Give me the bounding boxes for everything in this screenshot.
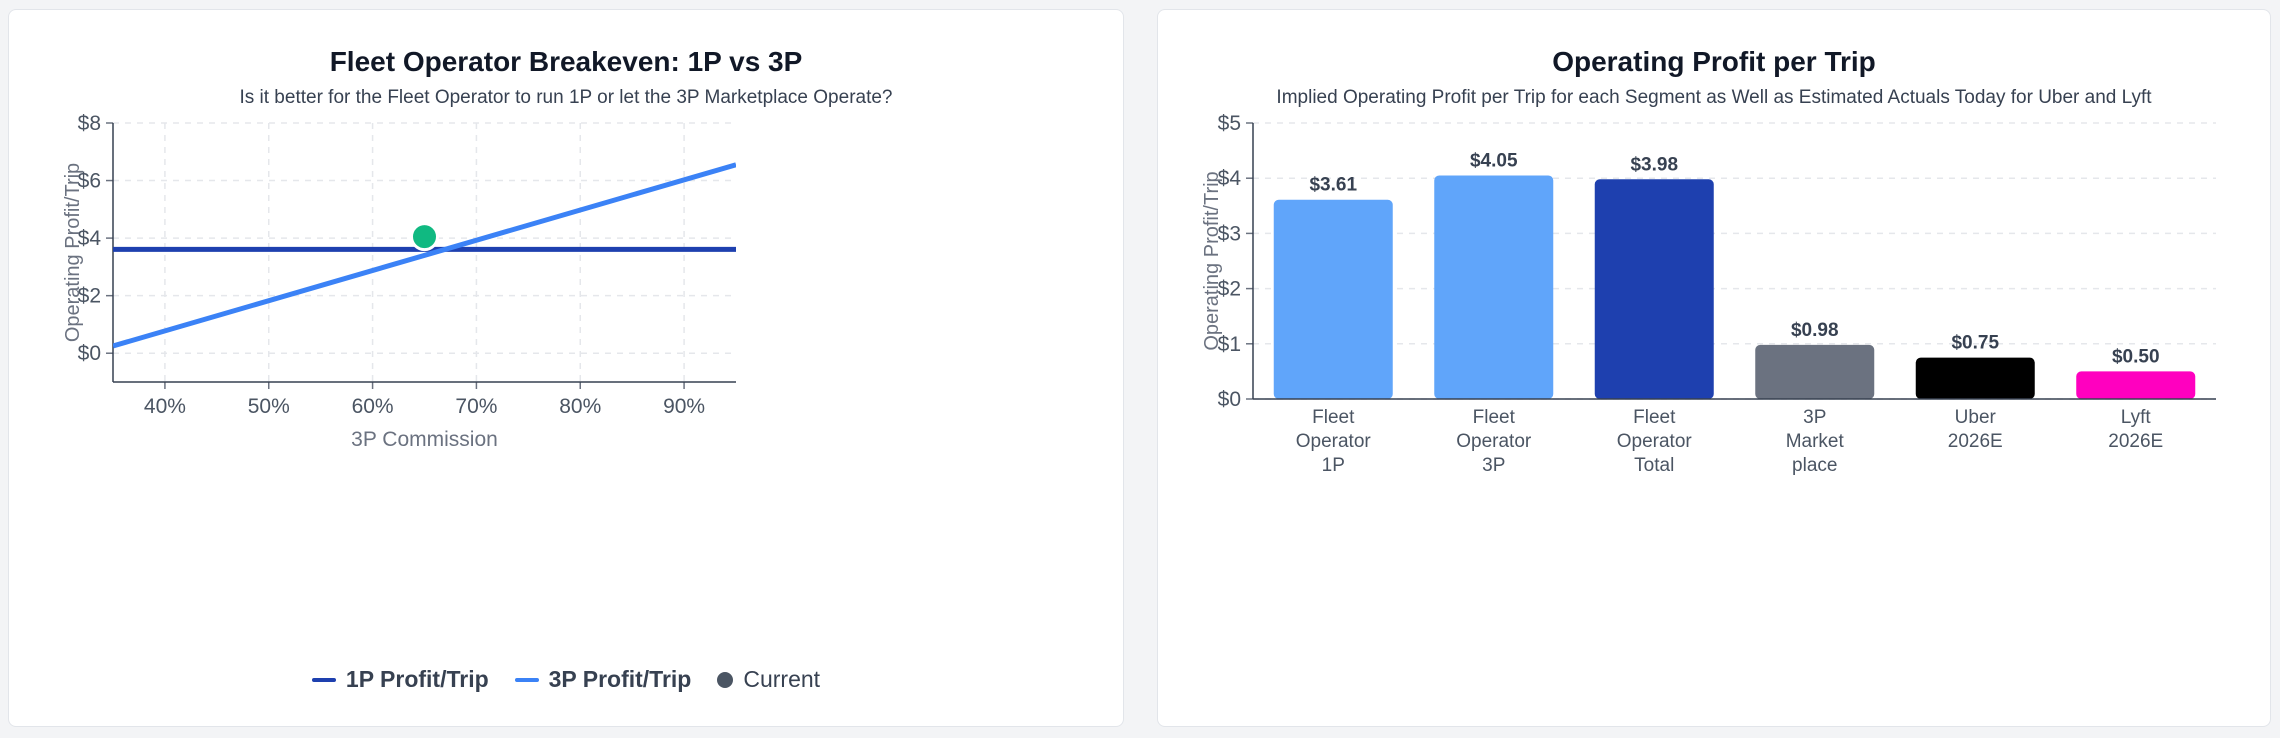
bar-value-label: $0.50 xyxy=(2112,346,2160,367)
legend-swatch-1p xyxy=(311,677,336,682)
category-label: Fleet Operator 1P xyxy=(1296,407,1372,476)
bar xyxy=(1915,357,2035,399)
current-point-marker xyxy=(410,222,439,252)
category-label: Fleet Operator 3P xyxy=(1456,407,1532,476)
y-tick-label: $8 xyxy=(78,112,101,135)
operating-profit-bar-chart: $0 $1 $2 $3 $4 $5 $3.61 Fleet Operator 1P $4.05 Fle… xyxy=(1201,112,2216,476)
x-tick-label: 90% xyxy=(663,395,705,418)
legend-item-3p[interactable]: 3P Profit/Trip xyxy=(514,666,692,693)
bar xyxy=(2076,371,2196,399)
x-tick-label: 50% xyxy=(248,395,290,418)
bar-value-label: $3.61 xyxy=(1309,175,1357,196)
y-tick-label: $2 xyxy=(78,285,101,308)
y-tick-label: $1 xyxy=(1218,333,1241,356)
breakeven-chart-title: Fleet Operator Breakeven: 1P vs 3P xyxy=(329,46,803,77)
category-label: Lyft 2026E xyxy=(2108,407,2163,452)
bar-value-label: $0.75 xyxy=(1951,333,1999,354)
bar xyxy=(1594,179,1714,399)
y-axis-label: Operating Profit/Trip xyxy=(1201,171,1223,350)
y-tick-label: $4 xyxy=(1218,167,1242,190)
y-tick-label: $0 xyxy=(78,342,101,365)
y-tick-label: $6 xyxy=(78,170,101,193)
y-tick-label: $2 xyxy=(1218,278,1241,301)
profit-bar-chart-panel: Operating Profit per Trip Implied Operat… xyxy=(1157,9,2271,727)
breakeven-line-chart: 40% 50% 60% 70% 80% 90% $0 $2 $4 $6 $8 Operating Pr… xyxy=(62,112,736,451)
category-label: Uber 2026E xyxy=(1948,407,2003,452)
bar-value-label: $4.05 xyxy=(1470,150,1518,171)
legend-label-3p: 3P Profit/Trip xyxy=(548,666,692,692)
x-tick-label: 60% xyxy=(352,395,394,418)
x-axis-label: 3P Commission xyxy=(351,428,498,451)
x-tick-label: 40% xyxy=(144,395,186,418)
bar xyxy=(1273,199,1393,399)
bar xyxy=(1755,344,1875,399)
bar-value-label: $0.98 xyxy=(1791,320,1839,341)
bar-chart-subtitle: Implied Operating Profit per Trip for ea… xyxy=(1276,87,2152,108)
bar xyxy=(1434,175,1554,399)
y-tick-label: $3 xyxy=(1218,222,1241,245)
legend-label-current: Current xyxy=(743,666,821,692)
bar-value-label: $3.98 xyxy=(1630,154,1678,175)
legend-item-current[interactable]: Current xyxy=(717,666,820,693)
x-tick-label: 80% xyxy=(559,395,601,418)
y-tick-label: $4 xyxy=(78,227,102,250)
breakeven-legend: 1P Profit/Trip 3P Profit/Trip Current xyxy=(9,666,1123,693)
legend-swatch-current xyxy=(717,671,734,688)
y-tick-label: $0 xyxy=(1218,388,1241,411)
breakeven-chart-panel: Fleet Operator Breakeven: 1P vs 3P Is it… xyxy=(8,9,1124,727)
breakeven-chart-subtitle: Is it better for the Fleet Operator to r… xyxy=(239,87,893,108)
bar-chart-title: Operating Profit per Trip xyxy=(1552,46,1876,77)
legend-label-1p: 1P Profit/Trip xyxy=(345,666,489,692)
category-label: Fleet Operator Total xyxy=(1617,407,1693,476)
legend-swatch-3p xyxy=(514,677,539,682)
legend-item-1p[interactable]: 1P Profit/Trip xyxy=(311,666,489,693)
x-tick-label: 70% xyxy=(455,395,497,418)
y-tick-label: $5 xyxy=(1218,112,1241,135)
series-line-3p xyxy=(113,162,736,349)
category-label: 3P Market place xyxy=(1786,407,1845,476)
y-axis-label: Operating Profit/Trip xyxy=(62,163,84,342)
